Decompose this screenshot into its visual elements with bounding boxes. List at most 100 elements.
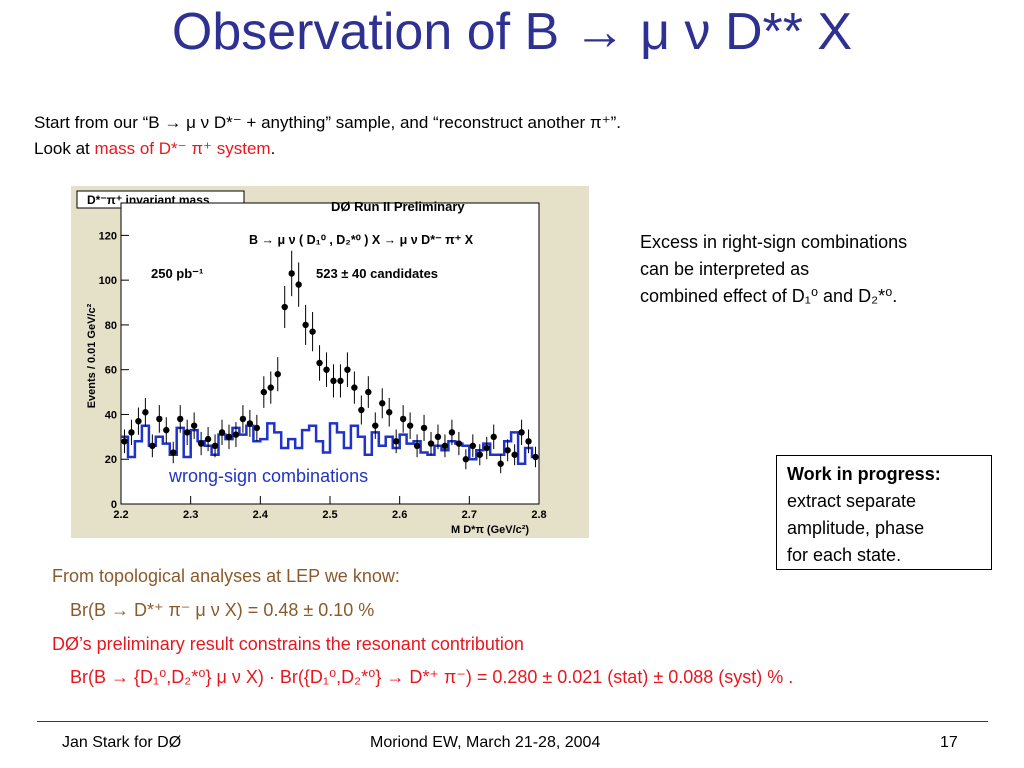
data-point xyxy=(344,366,351,373)
y-tick-label: 40 xyxy=(105,409,117,421)
invariant-mass-plot: D*⁻π⁺ invariant mass 2.2 2.3 2.4 2.5 2.6 2.7 2… xyxy=(71,186,589,538)
wip-heading-text: Work in progress: xyxy=(787,464,941,484)
intro-line-1: Start from our “B → μ ν D*⁻ + anything” … xyxy=(34,113,621,132)
data-point xyxy=(177,415,184,423)
wip-line-1: extract separate xyxy=(787,491,917,511)
x-tick-label: 2.8 xyxy=(531,509,546,521)
data-point xyxy=(511,451,518,458)
wrong-sign-label: wrong-sign combinations xyxy=(168,466,368,486)
data-point xyxy=(497,460,504,467)
data-point xyxy=(156,415,163,423)
y-axis-label: Events / 0.01 GeV/c² xyxy=(86,303,98,408)
footer-page-number: 17 xyxy=(940,734,958,751)
data-point xyxy=(518,429,525,436)
lep-statement: From topological analyses at LEP we know… xyxy=(52,566,400,586)
x-tick-label: 2.4 xyxy=(253,509,269,521)
wip-line-3: for each state. xyxy=(787,545,902,565)
data-point xyxy=(274,370,281,378)
data-point xyxy=(288,270,295,277)
wrong-sign-histogram xyxy=(121,422,539,465)
data-point xyxy=(295,281,302,288)
excess-note: Excess in right-sign combinations can be… xyxy=(640,229,1000,310)
x-axis-label: M D*π (GeV/c²) xyxy=(451,524,529,536)
intro-highlight: mass of D*⁻ π⁺ system xyxy=(94,139,271,158)
data-point xyxy=(337,377,344,385)
x-tick-label: 2.7 xyxy=(462,509,477,521)
luminosity-label: 250 pb⁻¹ xyxy=(151,266,203,281)
data-point xyxy=(260,388,268,396)
data-point xyxy=(448,429,456,436)
wip-heading: Work in progress: xyxy=(787,461,981,488)
data-point xyxy=(211,442,219,449)
intro-prefix: Look at xyxy=(34,139,95,158)
data-point xyxy=(253,424,261,432)
data-point xyxy=(232,431,240,438)
data-point xyxy=(218,429,226,436)
data-point xyxy=(170,449,177,456)
y-tick-label: 100 xyxy=(99,275,117,287)
data-point xyxy=(413,442,421,449)
intro-suffix: . xyxy=(270,139,276,158)
data-point xyxy=(190,422,198,429)
data-point xyxy=(142,409,149,416)
intro-text: Start from our “B → μ ν D*⁻ + anything” … xyxy=(34,110,934,162)
excess-line-3: combined effect of D₁⁰ and D₂*⁰. xyxy=(640,286,898,306)
data-point xyxy=(386,409,393,416)
x-tick-label: 2.5 xyxy=(322,509,337,521)
data-point xyxy=(281,303,288,311)
d0-branching-ratio: Br(B → {D₁⁰,D₂*⁰} μ ν X) · Br({D₁⁰,D₂*⁰}… xyxy=(70,667,794,687)
data-point xyxy=(204,435,212,443)
y-tick-label: 60 xyxy=(105,365,117,377)
intro-line-2: Look at mass of D*⁻ π⁺ system. xyxy=(34,136,934,162)
data-point xyxy=(483,444,490,452)
data-point xyxy=(504,447,511,454)
x-tick-label: 2.3 xyxy=(183,509,198,521)
data-point xyxy=(358,406,365,414)
data-point xyxy=(197,440,205,447)
footer-conference: Moriond EW, March 21-28, 2004 xyxy=(370,734,601,751)
d0-statement: DØ’s preliminary result constrains the r… xyxy=(52,634,524,654)
slide-title: Observation of B → μ ν D** X xyxy=(171,3,853,61)
experiment-label: DØ Run II Preliminary xyxy=(331,199,465,214)
data-point xyxy=(462,456,470,463)
data-point xyxy=(330,377,337,385)
data-point xyxy=(532,453,539,461)
decay-label: B → μ ν ( D₁⁰ , D₂*⁰ ) X → μ ν D*⁻ π⁺ X xyxy=(249,233,474,247)
data-point xyxy=(441,442,449,449)
data-point xyxy=(434,433,442,441)
data-point xyxy=(225,433,233,441)
data-point xyxy=(316,359,323,367)
plot-data-layer: 2.2 2.3 2.4 2.5 2.6 2.7 2.8 0 20 40 60 80 100 120 xyxy=(99,230,547,521)
data-point xyxy=(128,429,135,436)
work-in-progress-box: Work in progress: extract separate ampli… xyxy=(776,455,992,570)
data-point xyxy=(183,429,191,436)
data-point xyxy=(379,400,386,407)
y-tick-label: 80 xyxy=(105,320,117,332)
excess-line-2: can be interpreted as xyxy=(640,259,810,279)
data-point xyxy=(135,417,142,425)
y-tick-label: 120 xyxy=(99,230,117,242)
data-point xyxy=(392,438,400,445)
data-point xyxy=(427,440,435,447)
data-point xyxy=(302,321,309,329)
x-tick-label: 2.6 xyxy=(392,509,407,521)
data-point xyxy=(246,420,254,427)
y-tick-label: 20 xyxy=(105,454,117,466)
y-tick-label: 0 xyxy=(111,499,117,511)
data-point xyxy=(309,328,316,335)
footer-author: Jan Stark for DØ xyxy=(62,734,182,751)
data-point xyxy=(455,440,463,447)
candidates-label: 523 ± 40 candidates xyxy=(316,266,438,281)
data-point xyxy=(121,438,128,445)
data-point xyxy=(323,366,330,373)
data-point xyxy=(469,442,477,449)
data-point xyxy=(406,422,414,429)
data-point xyxy=(525,438,532,445)
data-point xyxy=(163,426,170,434)
data-point xyxy=(149,442,156,449)
data-point xyxy=(490,433,497,441)
data-point xyxy=(365,388,372,396)
lep-branching-ratio: Br(B → D*⁺ π⁻ μ ν X) = 0.48 ± 0.10 % xyxy=(70,600,375,620)
data-point xyxy=(351,384,358,391)
x-tick-label: 2.2 xyxy=(113,509,128,521)
